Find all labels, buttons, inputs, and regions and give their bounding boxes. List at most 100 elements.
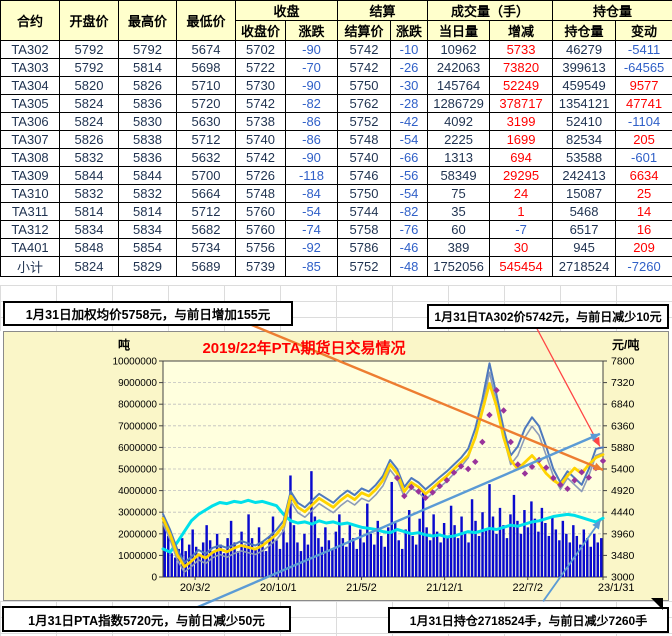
table-cell[interactable]: 35 — [427, 202, 491, 221]
table-cell[interactable]: 5710 — [176, 76, 236, 95]
table-cell[interactable]: 5792 — [118, 40, 177, 59]
table-cell[interactable]: 5689 — [176, 256, 236, 277]
table-cell[interactable]: 1313 — [427, 148, 491, 167]
table-cell[interactable]: -118 — [284, 166, 339, 185]
table-cell[interactable]: 945 — [552, 238, 617, 257]
banner-weighted-avg[interactable]: 1月31日加权均价5758元，与前日增加155元 — [3, 301, 293, 326]
table-cell[interactable]: 5733 — [489, 40, 554, 59]
table-cell[interactable]: 14 — [615, 202, 672, 221]
table-cell[interactable]: -601 — [615, 148, 672, 167]
table-cell[interactable]: 5826 — [118, 76, 177, 95]
table-cell[interactable]: 1354121 — [552, 94, 617, 113]
table-cell[interactable]: 5762 — [337, 94, 392, 113]
table-cell[interactable]: 75 — [427, 184, 491, 203]
table-cell[interactable]: 5832 — [59, 148, 119, 167]
table-cell[interactable]: 1752056 — [427, 256, 491, 277]
table-cell[interactable]: 459549 — [552, 76, 617, 95]
table-cell[interactable]: 1 — [489, 202, 554, 221]
table-cell[interactable]: 5682 — [176, 220, 236, 239]
table-cell[interactable]: 5742 — [235, 148, 286, 167]
table-cell[interactable]: 5752 — [337, 112, 392, 131]
table-cell[interactable]: -64565 — [615, 58, 672, 77]
table-cell[interactable]: 5700 — [176, 166, 236, 185]
table-cell[interactable]: -74 — [284, 220, 339, 239]
table-cell[interactable]: 5720 — [176, 94, 236, 113]
table-cell[interactable]: -66 — [390, 148, 429, 167]
table-cell[interactable]: -5411 — [615, 40, 672, 59]
table-cell[interactable]: 5738 — [235, 112, 286, 131]
table-cell[interactable]: 5836 — [118, 94, 177, 113]
table-cell[interactable]: -56 — [390, 166, 429, 185]
table-cell[interactable]: 5838 — [118, 130, 177, 149]
group-header-close[interactable]: 收盘 — [234, 0, 339, 21]
table-cell[interactable]: TA304 — [0, 76, 60, 95]
table-cell[interactable]: 5742 — [337, 58, 392, 77]
table-cell[interactable]: 378717 — [489, 94, 554, 113]
table-cell[interactable]: 4092 — [427, 112, 491, 131]
table-cell[interactable]: 209 — [615, 238, 672, 257]
table-cell[interactable]: 5740 — [235, 130, 286, 149]
table-cell[interactable]: 5820 — [59, 76, 119, 95]
table-cell[interactable]: -7 — [489, 220, 554, 239]
table-cell[interactable]: 5752 — [337, 256, 392, 277]
col-header-low[interactable]: 最低价 — [176, 0, 236, 41]
table-cell[interactable]: 205 — [615, 130, 672, 149]
table-cell[interactable]: 5739 — [235, 256, 286, 277]
table-cell[interactable]: -92 — [284, 238, 339, 257]
table-cell[interactable]: 1286729 — [427, 94, 491, 113]
group-header-settle[interactable]: 结算 — [337, 0, 429, 21]
table-cell[interactable]: 47741 — [615, 94, 672, 113]
table-cell[interactable]: 5760 — [235, 202, 286, 221]
table-cell[interactable]: -82 — [284, 94, 339, 113]
col-header-settle-price[interactable]: 结算价 — [337, 20, 392, 41]
table-cell[interactable]: 1699 — [489, 130, 554, 149]
col-header-contract[interactable]: 合约 — [0, 0, 60, 41]
table-cell[interactable]: 5844 — [59, 166, 119, 185]
table-cell[interactable]: -42 — [390, 112, 429, 131]
table-cell[interactable]: 5632 — [176, 148, 236, 167]
table-cell[interactable]: 5702 — [235, 40, 286, 59]
table-cell[interactable]: 5722 — [235, 58, 286, 77]
table-cell[interactable]: 6517 — [552, 220, 617, 239]
table-cell[interactable]: 9577 — [615, 76, 672, 95]
table-cell[interactable]: -70 — [284, 58, 339, 77]
table-cell[interactable]: 53588 — [552, 148, 617, 167]
banner-ta302-price[interactable]: 1月31日TA302价5742元，与前日减少10元 — [427, 304, 669, 329]
table-cell[interactable]: 5756 — [235, 238, 286, 257]
table-cell[interactable]: 2225 — [427, 130, 491, 149]
table-cell[interactable]: TA311 — [0, 202, 60, 221]
table-cell[interactable]: 5854 — [118, 238, 177, 257]
table-cell[interactable]: 5698 — [176, 58, 236, 77]
table-cell[interactable]: -54 — [390, 184, 429, 203]
col-header-open[interactable]: 开盘价 — [59, 0, 119, 41]
table-cell[interactable]: 46279 — [552, 40, 617, 59]
table-cell[interactable]: -26 — [390, 58, 429, 77]
table-cell[interactable]: 5848 — [59, 238, 119, 257]
table-cell[interactable]: 5468 — [552, 202, 617, 221]
table-cell[interactable]: -84 — [284, 184, 339, 203]
table-cell[interactable]: 242063 — [427, 58, 491, 77]
table-cell[interactable]: 5748 — [235, 184, 286, 203]
table-cell[interactable]: 5834 — [59, 220, 119, 239]
table-cell[interactable]: 5746 — [337, 166, 392, 185]
table-cell[interactable]: 小计 — [0, 256, 60, 277]
table-cell[interactable]: 5760 — [235, 220, 286, 239]
table-cell[interactable]: 15087 — [552, 184, 617, 203]
table-cell[interactable]: 6634 — [615, 166, 672, 185]
banner-open-interest[interactable]: 1月31日持仓2718524手，与前日减少7260手 — [388, 607, 669, 633]
table-cell[interactable]: 399613 — [552, 58, 617, 77]
table-cell[interactable]: -30 — [390, 76, 429, 95]
group-header-volume[interactable]: 成交量（手） — [427, 0, 554, 21]
table-cell[interactable]: 10962 — [427, 40, 491, 59]
table-cell[interactable]: TA303 — [0, 58, 60, 77]
table-cell[interactable]: 73820 — [489, 58, 554, 77]
table-cell[interactable]: 5726 — [235, 166, 286, 185]
table-cell[interactable]: 5792 — [59, 40, 119, 59]
table-cell[interactable]: -46 — [390, 238, 429, 257]
table-cell[interactable]: 5748 — [337, 130, 392, 149]
group-header-oi[interactable]: 持仓量 — [552, 0, 672, 21]
table-cell[interactable]: 60 — [427, 220, 491, 239]
table-cell[interactable]: -7260 — [615, 256, 672, 277]
table-cell[interactable]: 5786 — [337, 238, 392, 257]
table-cell[interactable]: -1104 — [615, 112, 672, 131]
